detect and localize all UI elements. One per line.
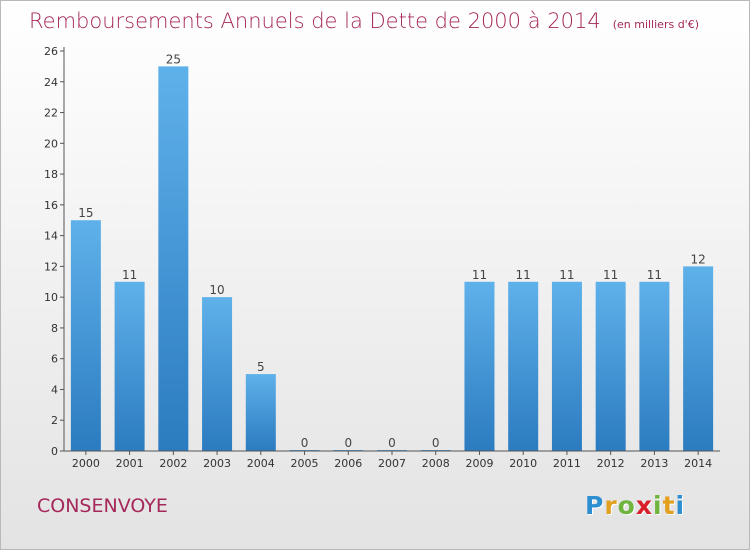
bar-2013 [639,281,670,451]
x-tick-label-2010: 2010 [509,457,537,470]
x-tick-label-2009: 2009 [465,457,493,470]
y-tick-label: 4 [51,383,58,396]
x-tick-label-2001: 2001 [116,457,144,470]
y-tick-label: 2 [51,414,58,427]
bar-2003 [202,297,233,451]
y-tick-label: 6 [51,353,58,366]
value-label-2000: 15 [78,206,93,220]
x-tick-label-2014: 2014 [684,457,712,470]
value-label-2008: 0 [432,436,440,450]
value-label-2012: 11 [603,268,618,282]
value-label-2010: 11 [516,268,531,282]
bar-2001 [114,281,145,451]
value-label-2007: 0 [388,436,396,450]
bar-2002 [158,66,189,451]
bar-2004 [245,374,276,451]
y-tick-label: 0 [51,445,58,458]
title-line: Remboursements Annuels de la Dette de 20… [29,9,699,33]
y-tick-label: 18 [44,168,58,181]
value-labels: 15 11 25 10 5 0 0 0 0 11 11 11 11 11 12 [78,52,706,450]
bar-2011 [551,281,582,451]
x-tick-label-2003: 2003 [203,457,231,470]
value-label-2014: 12 [690,252,705,266]
bar-2012 [595,281,626,451]
bar-2014 [683,266,714,451]
y-tick-label: 10 [44,291,58,304]
bar-2000 [70,220,101,451]
y-tick-label: 22 [44,107,58,120]
x-tick-label-2008: 2008 [422,457,450,470]
value-label-2005: 0 [301,436,309,450]
x-tick-label-2011: 2011 [553,457,581,470]
x-tick-label-2013: 2013 [640,457,668,470]
x-tick-label-2007: 2007 [378,457,406,470]
value-label-2013: 11 [647,268,662,282]
y-tick-label: 24 [44,76,58,89]
x-tick-label-2006: 2006 [334,457,362,470]
chart-subtitle: (en milliers d'€) [612,18,699,31]
value-label-2001: 11 [122,268,137,282]
x-tick-label-2005: 2005 [291,457,319,470]
value-label-2002: 25 [166,52,181,66]
x-axis-ticks: 2000 2001 2002 2003 2004 2005 2006 2007 2008 2009… [72,451,712,470]
town-name: CONSENVOYE [37,495,168,517]
y-tick-label: 26 [44,45,58,58]
chart-title: Remboursements Annuels de la Dette de 20… [29,9,601,33]
value-label-2009: 11 [472,268,487,282]
y-tick-label: 12 [44,260,58,273]
bars [70,66,714,451]
x-tick-label-2002: 2002 [159,457,187,470]
x-tick-label-2000: 2000 [72,457,100,470]
value-label-2003: 10 [209,283,224,297]
y-tick-label: 20 [44,137,58,150]
x-tick-label-2012: 2012 [597,457,625,470]
bar-2009 [464,281,495,451]
value-label-2004: 5 [257,360,265,374]
value-label-2006: 0 [344,436,352,450]
y-tick-label: 16 [44,199,58,212]
value-label-2011: 11 [559,268,574,282]
y-tick-label: 8 [51,322,58,335]
bar-2010 [508,281,539,451]
proxiti-logo: Proxiti [585,491,686,520]
y-tick-label: 14 [44,230,58,243]
x-tick-label-2004: 2004 [247,457,275,470]
